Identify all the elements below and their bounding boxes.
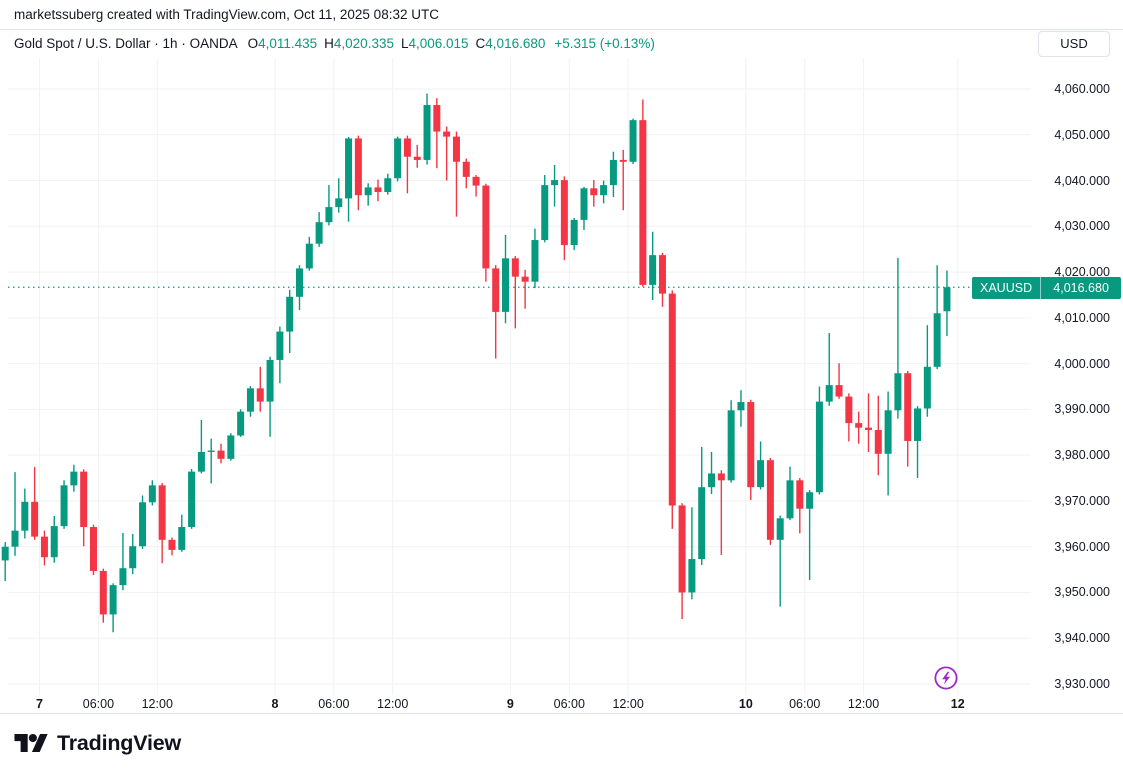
time-tick-label: 06:00 — [553, 697, 585, 711]
last-price-divider — [1040, 277, 1042, 299]
last-price-symbol: XAUUSD — [980, 281, 1033, 295]
time-tick-label: 06:00 — [789, 697, 821, 711]
price-tick-label: 4,060.000 — [1054, 82, 1110, 96]
change-value: +5.315 (+0.13%) — [554, 36, 655, 51]
price-tick-label: 3,960.000 — [1054, 539, 1110, 554]
tradingview-logo-text: TradingView — [57, 731, 182, 755]
currency-button[interactable]: USD — [1038, 31, 1110, 57]
header-divider — [0, 29, 1123, 30]
price-tick-label: 4,020.000 — [1054, 265, 1110, 280]
time-tick-label: 8 — [271, 697, 279, 711]
time-tick-label: 12:00 — [847, 697, 880, 711]
price-tick-label: 4,030.000 — [1054, 219, 1110, 234]
price-tick-label: 4,000.000 — [1054, 356, 1110, 371]
price-tick-label: 3,970.000 — [1054, 493, 1110, 508]
time-tick-label: 12:00 — [141, 697, 173, 711]
price-tick-label: 3,940.000 — [1054, 631, 1110, 646]
high-value: H4,020.335 — [324, 36, 394, 51]
low-value: L4,006.015 — [400, 36, 469, 51]
price-tick-label: 4,010.000 — [1054, 310, 1110, 325]
open-value: O4,011.435 — [247, 36, 318, 51]
tradingview-logo-icon — [14, 730, 48, 757]
price-tick-label: 3,930.000 — [1054, 676, 1110, 691]
close-value: C4,016.680 — [475, 36, 546, 51]
last-price-value: 4,016.680 — [1053, 281, 1109, 295]
symbol-title: Gold Spot / U.S. Dollar · 1h · OANDA — [14, 36, 238, 51]
price-tick-label: 4,050.000 — [1054, 127, 1110, 142]
price-tick-label: 3,990.000 — [1054, 402, 1110, 417]
time-tick-label: 06:00 — [318, 697, 350, 711]
flash-icon-circle — [934, 666, 958, 690]
price-tick-label: 4,040.000 — [1054, 173, 1110, 188]
time-tick-label: 06:00 — [82, 697, 115, 711]
footer-divider — [0, 713, 1123, 714]
time-tick-label: 10 — [738, 697, 753, 711]
time-tick-label: 9 — [506, 697, 514, 711]
price-tick-label: 3,950.000 — [1054, 585, 1110, 600]
time-tick-label: 7 — [36, 697, 44, 711]
time-tick-label: 12 — [950, 697, 965, 711]
last-price-label: XAUUSD 4,016.680 — [972, 277, 1122, 299]
attribution-text: marketssuberg created with TradingView.c… — [14, 7, 439, 22]
time-tick-label: 12:00 — [612, 697, 644, 711]
time-tick-label: 12:00 — [377, 697, 409, 711]
symbol-header: Gold Spot / U.S. Dollar · 1h · OANDA O4,… — [14, 36, 655, 51]
price-tick-label: 3,980.000 — [1054, 448, 1110, 463]
lightning-bolt-icon — [942, 671, 951, 685]
flash-icon[interactable] — [933, 665, 959, 691]
tradingview-logo[interactable]: TradingView — [14, 730, 181, 757]
